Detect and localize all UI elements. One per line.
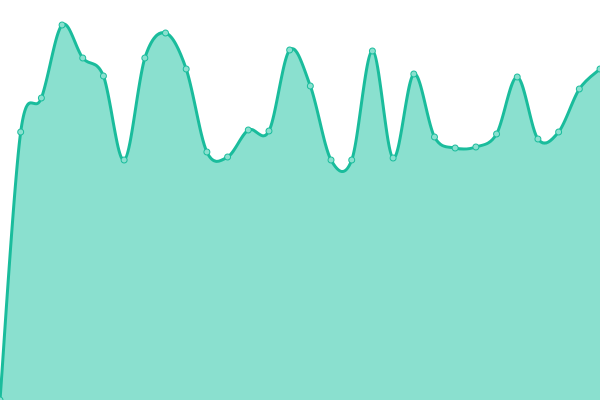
data-point — [389, 154, 397, 162]
data-point — [534, 135, 542, 143]
area-fill — [0, 24, 600, 400]
data-point — [472, 143, 480, 151]
data-point — [513, 73, 521, 81]
data-point — [162, 29, 170, 37]
data-point — [348, 156, 356, 164]
data-point — [493, 130, 501, 138]
data-point — [575, 85, 583, 93]
data-point — [430, 133, 438, 141]
data-point — [120, 156, 128, 164]
data-point — [368, 47, 376, 55]
data-point — [99, 72, 107, 80]
data-point — [596, 65, 600, 73]
data-point — [555, 128, 563, 136]
data-point — [265, 127, 273, 135]
data-point — [327, 156, 335, 164]
data-point — [244, 126, 252, 134]
data-point — [79, 54, 87, 62]
data-point — [410, 70, 418, 78]
data-points — [0, 21, 600, 400]
data-point — [182, 65, 190, 73]
data-point — [451, 144, 459, 152]
data-point — [141, 54, 149, 62]
data-point — [58, 21, 66, 29]
data-point — [306, 82, 314, 90]
data-point — [224, 153, 232, 161]
data-point — [0, 396, 4, 400]
data-point — [17, 128, 25, 136]
data-point — [286, 46, 294, 54]
data-point — [203, 148, 211, 156]
data-point — [37, 94, 45, 102]
